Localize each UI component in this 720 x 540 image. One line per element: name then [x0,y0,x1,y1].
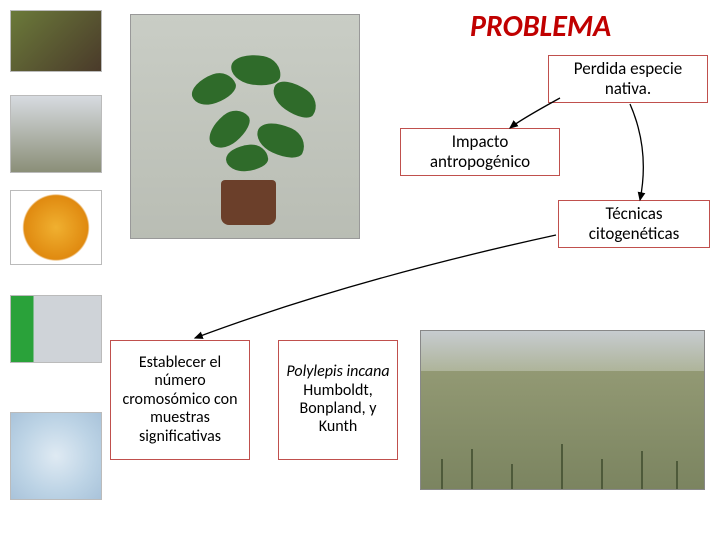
thumb-micro [10,412,102,500]
box-tecnicas: Técnicas citogenéticas [558,200,710,248]
box-tecnicas-text: Técnicas citogenéticas [563,204,705,243]
image-potted-plant [130,14,360,239]
box-establecer: Establecer el número cromosómico con mue… [110,340,250,460]
box-perdida-text: Perdida especie nativa. [553,59,703,98]
box-establecer-text: Establecer el número cromosómico con mue… [115,354,245,446]
slide-canvas: PROBLEMA Perdida especie nativa. Impacto… [0,0,720,540]
box-polylepis-text: Polylepis incana Humboldt, Bonpland, y K… [283,363,393,437]
thumb-logo [10,190,102,265]
arrow-impacto-to-tecnicas [630,104,643,200]
thumb-lab [10,295,102,363]
box-impacto: Impacto antropogénico [400,128,560,176]
thumb-seedlings [10,95,102,173]
box-perdida: Perdida especie nativa. [548,55,708,103]
slide-title: PROBLEMA [470,8,611,45]
box-polylepis: Polylepis incana Humboldt, Bonpland, y K… [278,340,398,460]
image-landscape [420,330,705,490]
thumb-soil [10,10,102,72]
box-impacto-text: Impacto antropogénico [405,132,555,171]
arrow-tecnicas-to-establecer [195,235,556,338]
